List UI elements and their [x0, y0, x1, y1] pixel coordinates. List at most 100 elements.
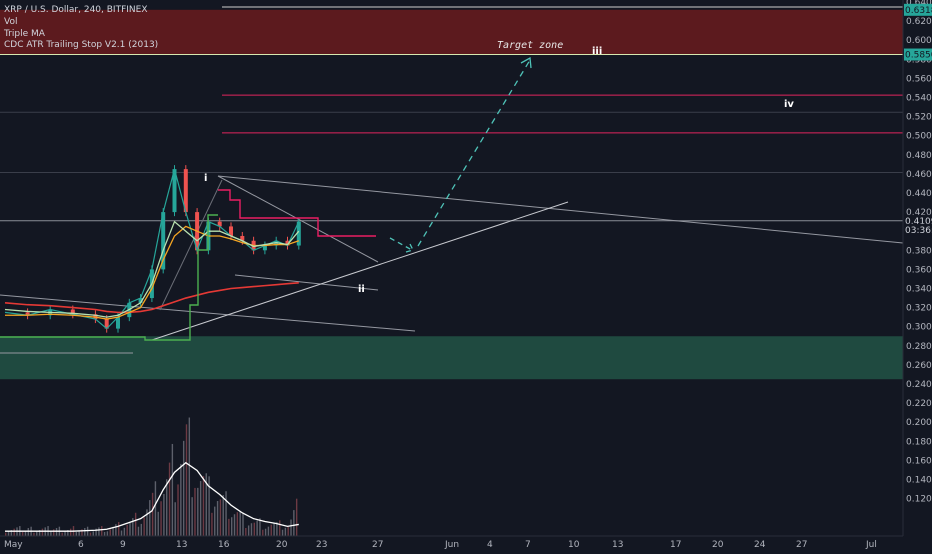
trendlines [0, 175, 904, 354]
price-tick: 0.34000 [906, 285, 932, 295]
volume-bar [205, 473, 207, 536]
price-tick: 0.36000 [906, 265, 932, 275]
wave-label-i: i [204, 173, 207, 184]
candle-body [138, 298, 143, 303]
volume-bar [5, 532, 7, 536]
volume-bar [185, 424, 188, 536]
volume-bar [106, 531, 109, 536]
price-tick: 0.46000 [906, 170, 932, 180]
time-tick: 4 [487, 540, 493, 550]
symbol-legend[interactable]: XRP / U.S. Dollar, 240, BITFINEX [4, 5, 148, 15]
price-tick: 0.22000 [906, 399, 932, 409]
price-tick: 0.20000 [906, 418, 932, 428]
volume-bar [38, 529, 41, 536]
candle-body [262, 245, 267, 251]
volume-bar [21, 531, 24, 536]
candle-body [104, 319, 109, 329]
volume-bar [250, 523, 253, 536]
price-tick: 0.14000 [906, 476, 932, 486]
volume-bar [115, 524, 117, 536]
price-badge-label: 0.63183 [905, 6, 932, 16]
volume-bar [103, 531, 106, 536]
candle-body [25, 312, 30, 316]
time-tick: 27 [796, 540, 807, 550]
volume-bar [67, 529, 69, 536]
volume-bar [7, 531, 10, 536]
volume-bar [287, 526, 289, 536]
atr-legend[interactable]: CDC ATR Trailing Stop V2.1 (2013) [4, 40, 158, 50]
volume-bar [233, 514, 236, 536]
volume-bar [290, 519, 292, 536]
volume-bar [208, 476, 210, 536]
volume-bar [279, 520, 281, 536]
price-tick: 0.56000 [906, 74, 932, 84]
volume-bar [86, 526, 89, 536]
trendline [151, 201, 569, 341]
volume-bar [69, 528, 72, 536]
volume-bar [180, 463, 182, 536]
moving-averages [0, 189, 376, 341]
volume-bar [84, 528, 86, 536]
target-arrowhead [520, 56, 532, 69]
horizontal-levels [0, 6, 903, 222]
triple-ma-legend[interactable]: Triple MA [3, 29, 46, 39]
volume-bar [120, 530, 123, 536]
volume-bar [61, 532, 63, 536]
volume-bar [132, 518, 134, 536]
wave-label-iii: iii [592, 46, 602, 57]
price-tick: 0.30000 [906, 323, 932, 333]
time-tick: 9 [120, 540, 126, 550]
volume-bar [143, 517, 145, 536]
volume-bar [222, 494, 224, 536]
price-tick: 0.42000 [906, 208, 932, 218]
volume-bar [253, 522, 255, 536]
price-tick: 0.28000 [906, 342, 932, 352]
volume-bar [27, 528, 29, 536]
time-axis[interactable]: May 6 9 13 16 20 23 27 Jun 4 7 10 13 17 20 24 27 Jul [4, 540, 877, 550]
price-badge [904, 223, 932, 236]
volume-ma-line [5, 461, 299, 532]
volume-bar [163, 493, 165, 536]
volume-bar [284, 527, 287, 536]
volume-bar [174, 502, 176, 536]
time-tick: 27 [372, 540, 383, 550]
price-scale[interactable]: 0.640000.620000.600000.580000.560000.540… [904, 0, 932, 505]
volume-bar [154, 481, 157, 536]
volume-bar [101, 526, 103, 536]
volume-bar [199, 481, 202, 536]
trendline [234, 274, 379, 291]
volume-bar [168, 462, 171, 536]
price-tick: 0.62000 [906, 17, 932, 27]
ma-red-line [4, 281, 299, 314]
target-arrow [417, 59, 531, 247]
price-badge [904, 3, 932, 16]
volume-bar [118, 522, 120, 536]
candle-body [240, 235, 245, 241]
pullback-arrow [389, 237, 414, 253]
vol-legend[interactable]: Vol [4, 17, 17, 27]
volume-bar [55, 528, 58, 536]
volume-bar [64, 531, 66, 536]
volume-bar [228, 518, 230, 536]
volume-bar [24, 530, 27, 536]
volume-bar [50, 530, 52, 536]
candle-body [229, 226, 233, 236]
time-tick: 7 [525, 540, 531, 550]
volume-bar [236, 512, 239, 536]
atr-pink-line [218, 189, 376, 237]
time-tick: 16 [218, 540, 230, 550]
volume-bar [112, 526, 114, 536]
volume-bar [245, 527, 247, 536]
price-tick: 0.26000 [906, 361, 932, 371]
volume-bar [191, 497, 193, 536]
time-tick: 10 [568, 540, 580, 550]
volume-bar [160, 501, 162, 536]
volume-bar [166, 479, 168, 536]
candle-body [172, 169, 177, 213]
volume-bar [182, 440, 185, 536]
volume-bar [295, 498, 298, 536]
volume-bar [231, 517, 233, 536]
volume-bar [267, 526, 270, 536]
